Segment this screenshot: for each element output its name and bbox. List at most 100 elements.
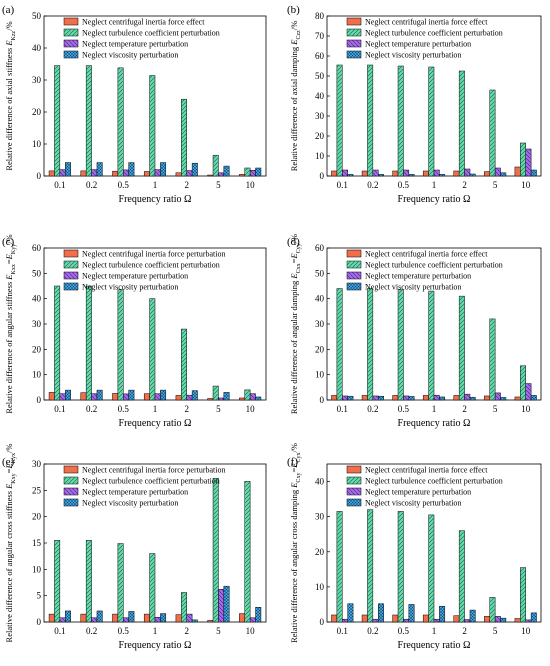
x-tick-label: 0.2 [86,626,97,636]
y-tick-label: 10 [315,151,325,161]
legend-swatch-hatch [64,499,78,506]
x-axis-label: Frequency ratio Ω [398,194,471,205]
bar-hatch [372,170,379,176]
bar-s1 [361,395,368,401]
bar-s1 [48,613,55,623]
legend-swatch-hatch [64,283,78,290]
y-tick-label: 30 [32,319,42,329]
y-tick-label: 60 [315,243,325,253]
bar-hatch [464,394,470,400]
bar-hatch [469,610,476,622]
x-tick-label: 2 [462,626,467,636]
bar-s1 [331,170,338,177]
bar-hatch [59,617,66,622]
bar-s1 [361,614,368,623]
y-tick-label: 50 [315,268,325,278]
bar-hatch [372,619,379,622]
y-tick-label: 30 [32,75,42,85]
y-tick-label: 40 [315,91,325,101]
y-tick-label: 15 [32,538,42,548]
legend-entry: Neglect viscosity perturbation [82,499,178,508]
y-tick-label: 10 [32,139,42,149]
bar-hatch [149,298,155,400]
bar-s1 [175,614,182,623]
legend-entry: Neglect temperature perturbation [365,488,471,497]
x-tick-label: 1 [153,180,158,190]
x-tick-label: 10 [521,180,531,190]
x-tick-label: 1 [432,404,437,414]
bar-hatch [192,163,198,176]
y-tick-label: 50 [32,268,42,278]
bar-s1 [175,172,182,177]
legend-swatch-hatch [347,477,361,484]
bar-s1 [422,395,429,401]
bar-hatch [96,610,103,622]
bar-s1 [239,613,245,623]
legend-swatch-hatch [347,51,361,58]
bar-hatch [192,390,198,400]
bar-hatch [186,395,193,400]
legend-swatch-hatch [347,488,361,495]
bar-hatch [149,75,155,176]
bar-hatch [459,530,465,622]
x-axis-label: Frequency ratio Ω [119,194,192,205]
bar-hatch [255,607,261,622]
bar-hatch [489,597,496,622]
y-tick-label: 40 [315,477,325,487]
bar-s1 [392,614,399,623]
chart-panel-6: (f) 0 10 20 30 40 0.1 0.2 0.5 1 2 5 10 Frequency rati… [287,443,542,651]
bar-hatch [181,329,187,400]
bar-hatch [117,289,124,400]
bar-hatch [531,395,537,400]
bar-s1 [207,398,214,401]
x-tick-label: 0.2 [86,180,97,190]
x-tick-label: 5 [216,626,221,636]
bar-hatch [469,397,476,400]
x-tick-label: 1 [432,626,437,636]
bar-hatch [408,604,415,622]
bar-s1 [361,170,368,177]
bar-s1 [80,613,87,623]
bar-hatch [65,162,71,176]
bar-hatch [86,540,92,622]
bar-s1 [143,613,150,623]
x-tick-label: 2 [184,404,189,414]
legend-swatch-hatch [347,40,361,47]
bar-hatch [378,603,384,622]
chart-panel-3: (c) 0 10 20 30 40 50 60 0.1 0.2 0.5 1 2 5 10 Frequency … [2,234,267,429]
bar-hatch [428,291,434,400]
y-tick-label: 30 [315,319,325,329]
legend-swatch [63,465,79,474]
legend-swatch [346,17,362,26]
bar-hatch [428,67,434,176]
x-tick-label: 0.5 [118,180,130,190]
legend-swatch-hatch [347,272,361,279]
legend-entry: Neglect viscosity perturbation [365,283,461,292]
legend-entry: Neglect centrifugal inertia force effect [365,250,488,259]
bar-hatch [408,174,415,176]
y-tick-label: 60 [315,51,325,61]
bar-hatch [378,174,384,176]
bar-hatch [223,392,230,400]
legend-entry: Neglect turbulence coefficient perturbat… [365,29,503,38]
y-axis-label: Relative difference of angular stiffness… [4,234,17,413]
bar-hatch [489,90,496,176]
bar-hatch [439,396,445,400]
legend-swatch-hatch [347,499,361,506]
bar-hatch [54,65,60,176]
bar-hatch [128,611,135,622]
bar-s1 [484,395,490,401]
x-tick-label: 0.5 [118,626,130,636]
x-tick-label: 5 [493,180,498,190]
y-axis-label: Relative difference of axial stiffness E… [4,21,17,170]
bar-hatch [213,478,219,622]
bar-s1 [453,615,460,623]
x-tick-label: 0.2 [367,180,378,190]
x-tick-label: 5 [216,404,221,414]
bar-hatch [342,619,348,622]
x-axis-label: Frequency ratio Ω [119,418,192,429]
x-tick-label: 0.5 [398,626,410,636]
bar-hatch [398,66,404,176]
legend-entry: Neglect centrifugal inertia force effect [82,18,205,27]
